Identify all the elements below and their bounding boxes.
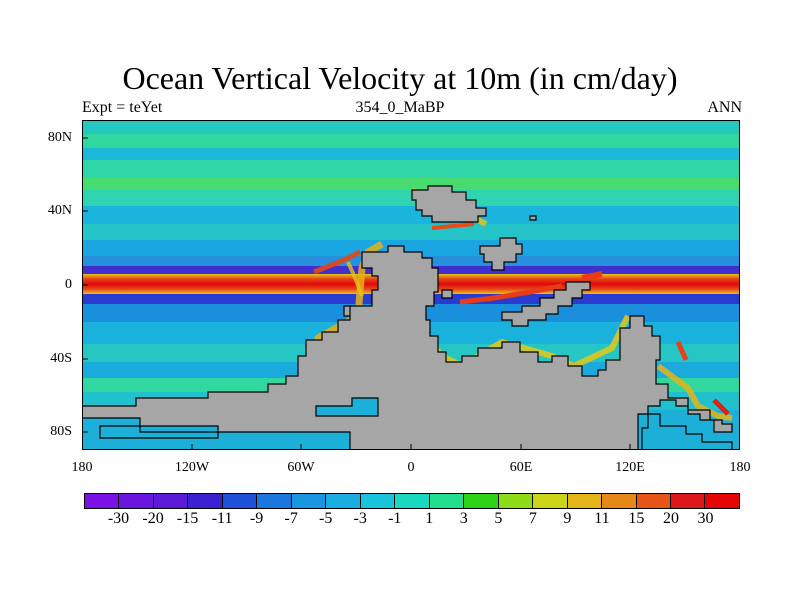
land-southwest-strip-ocean — [99, 425, 219, 439]
colorbar-swatch — [602, 494, 637, 508]
y-tick-label: 80S — [50, 424, 72, 439]
x-tick-label: 0 — [407, 460, 415, 475]
colorbar-label: -9 — [249, 510, 264, 527]
colorbar-swatch — [153, 494, 189, 508]
band-80n — [82, 134, 740, 148]
experiment-label: Expt = teYet — [82, 99, 163, 116]
colorbar-label: 11 — [594, 510, 610, 527]
colorbar-swatch — [670, 494, 706, 508]
colorbar-swatch — [257, 494, 292, 508]
colorbar-label: 7 — [528, 510, 537, 527]
land-small-island-se — [441, 289, 453, 299]
band-50n — [82, 178, 740, 190]
colorbar-swatch — [360, 494, 396, 508]
colorbar-label: 5 — [494, 510, 503, 527]
land-southern-inlet-ocean — [315, 397, 379, 417]
period-label: 354_0_MaBP — [355, 99, 445, 116]
colorbar-label: -7 — [284, 510, 298, 527]
colorbar-swatch — [395, 494, 430, 508]
y-tick-label: 80N — [47, 130, 72, 145]
x-tick-label: 120E — [615, 460, 645, 475]
colorbar-swatch — [464, 494, 499, 508]
velocity-map — [82, 120, 740, 450]
colorbar-swatch — [222, 494, 258, 508]
map-panel — [82, 120, 740, 450]
colorbar-label: 20 — [662, 510, 679, 527]
x-tick-label: 180 — [71, 460, 93, 475]
colorbar-label: 9 — [563, 510, 572, 527]
land-masses — [82, 185, 733, 450]
colorbar-swatch — [326, 494, 361, 508]
x-tick-label: 120W — [174, 460, 210, 475]
x-tick-label: 60W — [287, 460, 315, 475]
band-35n — [82, 206, 740, 224]
y-tick-label: 0 — [65, 277, 72, 292]
season-label: ANN — [707, 99, 742, 116]
land-main-continent — [82, 245, 733, 450]
band-polar-north — [82, 120, 740, 134]
x-tick-label: 60E — [509, 460, 533, 475]
page-title: Ocean Vertical Velocity at 10m (in cm/da… — [122, 60, 678, 96]
land-east-arm — [501, 281, 591, 327]
colorbar-label: 30 — [697, 510, 714, 527]
x-tick-label: 180 — [729, 460, 751, 475]
colorbar-label: -11 — [211, 510, 233, 527]
colorbar-label: 15 — [628, 510, 645, 527]
colorbar-swatch — [291, 494, 327, 508]
colorbar-label: 1 — [425, 510, 434, 527]
y-tick-label: 40S — [50, 351, 72, 366]
colorbar-label: -1 — [388, 510, 402, 527]
colorbar-label: -3 — [353, 510, 367, 527]
colorbar-swatch — [705, 494, 739, 508]
colorbar-label: -30 — [107, 510, 130, 527]
colorbar-swatch — [119, 494, 154, 508]
colorbar-swatch — [188, 494, 223, 508]
colorbar-swatch — [636, 494, 671, 508]
map-ticks — [82, 137, 631, 450]
colorbar-swatch — [85, 494, 120, 508]
y-tick-label: 40N — [47, 203, 72, 218]
colorbar-swatch — [429, 494, 465, 508]
colorbar-label: -20 — [142, 510, 164, 527]
colorbar-swatch — [567, 494, 603, 508]
land-small-island-ne — [529, 215, 537, 221]
band-60n — [82, 160, 740, 178]
colorbar-swatch — [498, 494, 534, 508]
band-15n — [82, 240, 740, 256]
band-25n — [82, 224, 740, 240]
band-45n — [82, 192, 740, 206]
land-north-continent — [411, 185, 487, 223]
land-southeast-inlet-ocean — [641, 413, 733, 450]
colorbar-label: -15 — [176, 510, 199, 527]
colorbar-label: 3 — [459, 510, 468, 527]
land-east-peninsula — [479, 237, 523, 271]
colorbar — [84, 493, 740, 509]
colorbar-label: -5 — [319, 510, 333, 527]
colorbar-swatch — [533, 494, 568, 508]
band-70n — [82, 148, 740, 160]
